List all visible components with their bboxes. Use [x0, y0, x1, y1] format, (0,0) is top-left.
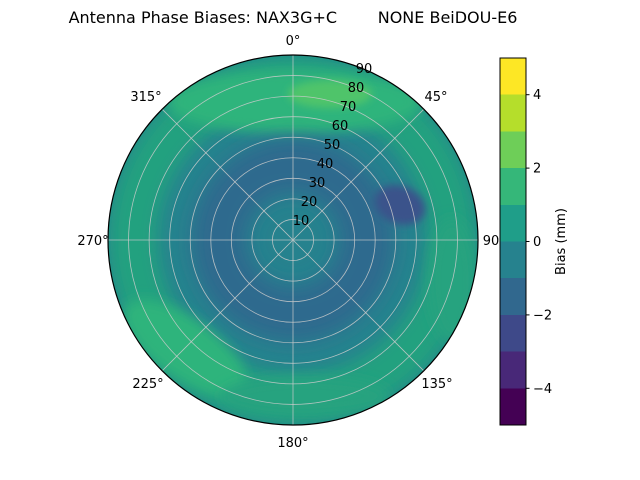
angular-label-225: 225° — [132, 377, 163, 392]
colorbar-label-neg4: −4 — [533, 382, 552, 397]
radial-label-60: 60 — [332, 119, 349, 134]
colorbar-label-neg2: −2 — [533, 308, 552, 323]
angular-label-315: 315° — [130, 90, 161, 105]
radial-label-30: 30 — [309, 176, 326, 191]
angular-label-135: 135° — [421, 377, 452, 392]
contour-blob-bright-green — [288, 80, 372, 108]
angular-label-180: 180° — [277, 436, 308, 451]
chart-title: Antenna Phase Biases: NAX3G+C NONE BeiDO… — [68, 8, 518, 27]
radial-label-50: 50 — [324, 138, 341, 153]
angular-label-270: 270° — [77, 234, 108, 249]
angular-tick-labels: 0° 45° 90 135° 180° 225° 270° 315° — [77, 34, 499, 451]
angular-grid — [108, 55, 478, 425]
radial-label-80: 80 — [348, 81, 365, 96]
radial-label-10: 10 — [293, 214, 310, 229]
radial-label-90: 90 — [356, 62, 373, 77]
angular-label-90: 90 — [483, 234, 500, 249]
angular-label-45: 45° — [424, 90, 447, 105]
colorbar-label-2: 2 — [533, 162, 541, 177]
radial-tick-labels: 90 80 70 60 50 40 30 20 10 — [293, 62, 373, 229]
radial-label-70: 70 — [340, 100, 357, 115]
colorbar-tick-marks — [526, 94, 530, 389]
radial-label-20: 20 — [301, 195, 318, 210]
colorbar-tick-labels: 4 2 0 −2 −4 — [533, 88, 552, 397]
contour-blob-green-right — [428, 218, 476, 342]
contour-blob-navy-patch — [374, 185, 426, 225]
colorbar-label-0: 0 — [533, 235, 541, 250]
plot-boundary — [107, 54, 479, 426]
radial-label-40: 40 — [317, 157, 334, 172]
colorbar-gradient — [499, 57, 527, 426]
colorbar-label-4: 4 — [533, 88, 541, 103]
contour-blob-green-bottom — [220, 376, 390, 416]
colorbar-axis-label: Bias (mm) — [554, 208, 569, 275]
colorbar: 4 2 0 −2 −4 Bias (mm) — [499, 57, 569, 426]
angular-label-0: 0° — [286, 34, 301, 49]
grid-spoke-45-225 — [161, 108, 425, 372]
